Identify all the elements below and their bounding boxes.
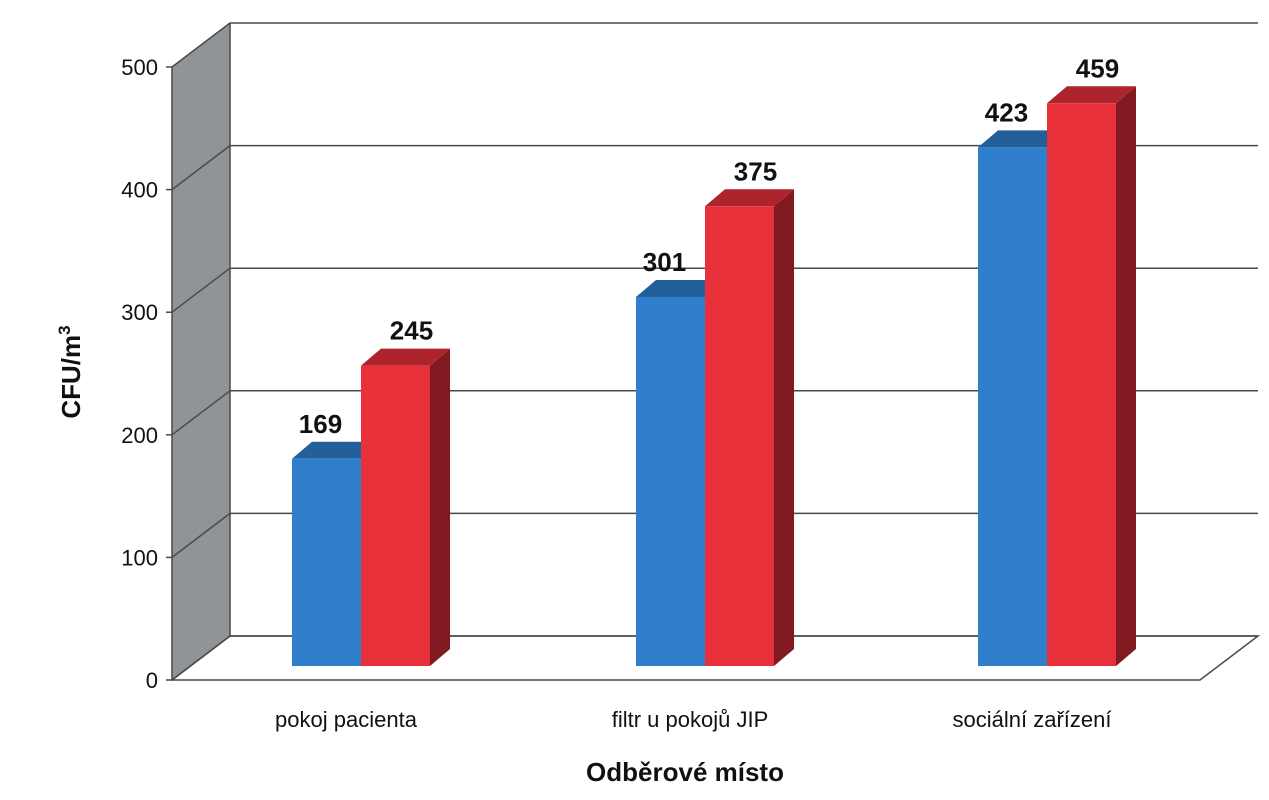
bar-top [705,189,794,207]
bar-top [978,130,1067,148]
y-tick-label: 500 [121,55,158,80]
data-label: 459 [1076,53,1119,83]
side-wall [171,21,231,682]
data-label: 375 [734,156,777,186]
bar-top [1047,86,1136,104]
bar [292,458,361,666]
x-category-label: filtr u pokojů JIP [612,707,769,732]
bar [361,365,430,666]
bar [978,147,1047,667]
x-axis-title: Odběrové místo [586,757,784,787]
bar-side [430,348,450,666]
labels: 0 100 200 300 400 500 169 245 pokoj pacienta 301 3… [121,53,1119,732]
gridline-side [171,267,231,313]
y-tick-label: 300 [121,300,158,325]
y-tick-label: 200 [121,423,158,448]
bar-top [361,348,450,366]
bar [1047,103,1116,667]
bar-top [292,441,381,459]
gridline-side [171,22,231,68]
bar-top [636,279,725,297]
x-category-label: sociální zařízení [953,707,1112,732]
gridline-side [171,512,231,558]
data-label: 245 [390,316,433,346]
data-label: 423 [985,97,1028,127]
data-label: 169 [299,409,342,439]
y-tick-label: 0 [146,668,158,693]
gridline-side [171,390,231,436]
data-label: 301 [643,247,686,277]
y-tick-label: 400 [121,178,158,203]
y-axis-title-superscript: 3 [55,325,74,334]
bar [636,296,705,666]
bars [292,86,1136,667]
bar-side [1116,86,1136,667]
gridline-side [171,635,231,681]
y-tick-label: 100 [121,545,158,570]
bar-side [774,189,794,666]
y-axis-title: CFU/m3 [55,325,86,418]
x-category-label: pokoj pacienta [275,707,418,732]
bar [705,206,774,666]
gridline-side [171,145,231,191]
y-axis-title-main: CFU/m [56,335,86,419]
